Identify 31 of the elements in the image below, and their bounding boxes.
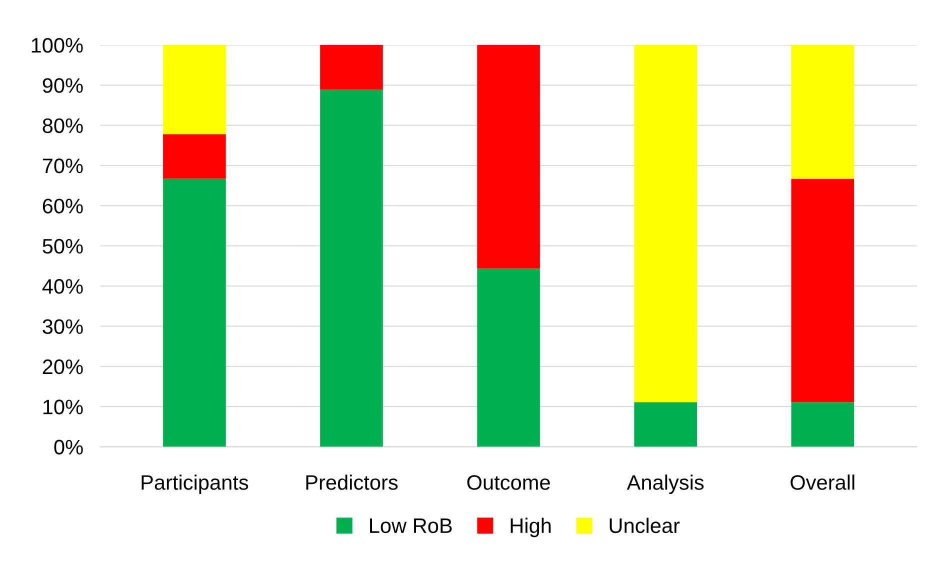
bar bbox=[634, 44, 697, 402]
x-tick-label: Participants bbox=[142, 474, 248, 494]
bar bbox=[320, 90, 383, 447]
legend-label: Unclear bbox=[610, 518, 680, 534]
x-tick-label: Predictors bbox=[306, 474, 398, 490]
bar bbox=[163, 134, 226, 179]
y-tick-label: 40% bbox=[42, 279, 83, 294]
y-tick-label: 80% bbox=[42, 118, 83, 134]
y-tick-label: 10% bbox=[43, 400, 83, 414]
legend-label: High bbox=[510, 518, 551, 538]
x-tick-label: Analysis bbox=[626, 474, 704, 494]
y-tick-label: 0% bbox=[54, 440, 83, 455]
y-tick-label: 50% bbox=[42, 238, 83, 254]
legend-label: Low RoB bbox=[370, 518, 452, 534]
y-tick-label: 100% bbox=[32, 38, 83, 53]
bar bbox=[320, 44, 383, 90]
y-tick-label: 90% bbox=[42, 78, 83, 93]
bar bbox=[634, 402, 697, 447]
bar bbox=[163, 178, 226, 447]
bar bbox=[791, 402, 854, 447]
y-tick-label: 70% bbox=[42, 158, 83, 174]
bar bbox=[477, 268, 540, 447]
y-tick-label: 20% bbox=[42, 359, 83, 374]
bar bbox=[791, 44, 854, 179]
bar bbox=[477, 44, 540, 268]
y-tick-label: 60% bbox=[42, 198, 83, 214]
bar bbox=[163, 44, 226, 134]
bar bbox=[791, 178, 854, 402]
x-tick-label: Overall bbox=[790, 474, 854, 490]
y-tick-label: 30% bbox=[42, 319, 83, 334]
x-tick-label: Outcome bbox=[467, 475, 550, 490]
